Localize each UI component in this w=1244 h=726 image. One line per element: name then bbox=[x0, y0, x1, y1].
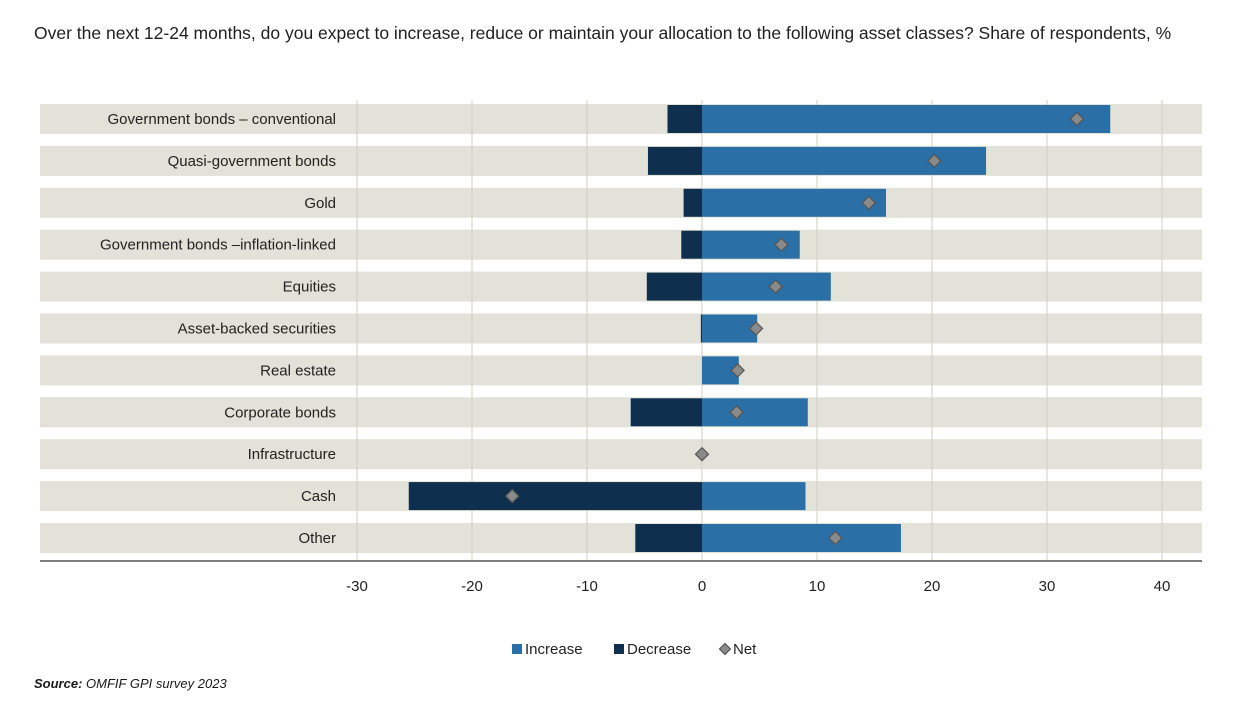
net-marker bbox=[694, 446, 710, 462]
source-note: Source: OMFIF GPI survey 2023 bbox=[34, 676, 227, 691]
row-background bbox=[40, 397, 1202, 428]
row-background bbox=[40, 313, 1202, 344]
category-label: Asset-backed securities bbox=[178, 321, 336, 338]
net-marker bbox=[774, 237, 789, 253]
net-markers bbox=[504, 111, 1085, 546]
x-tick-label: -30 bbox=[346, 578, 368, 595]
decrease-bar bbox=[681, 230, 702, 259]
chart-title: Over the next 12-24 months, do you expec… bbox=[34, 23, 1172, 43]
category-label: Government bonds – conventional bbox=[108, 111, 336, 128]
row-background bbox=[40, 187, 1202, 218]
net-marker bbox=[861, 195, 877, 211]
category-label: Infrastructure bbox=[248, 446, 336, 463]
x-tick-label: 30 bbox=[1039, 578, 1056, 595]
decrease-bar bbox=[408, 482, 702, 511]
legend-label-increase: Increase bbox=[525, 641, 583, 658]
category-label: Cash bbox=[301, 488, 336, 505]
category-label: Government bonds –inflation-linked bbox=[100, 237, 336, 254]
row-backgrounds bbox=[40, 104, 1202, 553]
row-background bbox=[40, 523, 1202, 553]
category-label: Equities bbox=[283, 279, 336, 296]
net-marker bbox=[828, 530, 843, 546]
decrease-bar bbox=[630, 398, 702, 427]
decrease-bar bbox=[635, 524, 702, 552]
category-label: Other bbox=[298, 530, 336, 547]
net-marker bbox=[504, 488, 520, 504]
increase-bar bbox=[702, 398, 808, 427]
decrease-bar bbox=[683, 188, 702, 217]
legend-label-decrease: Decrease bbox=[627, 641, 691, 658]
x-tick-label: -20 bbox=[461, 578, 483, 595]
x-tick-label: 20 bbox=[924, 578, 941, 595]
decrease-bar bbox=[700, 314, 702, 343]
row-background bbox=[40, 145, 1202, 176]
net-marker bbox=[768, 279, 783, 294]
net-marker bbox=[748, 321, 764, 336]
increase-bar bbox=[702, 524, 901, 552]
legend: Increase Decrease Net bbox=[512, 641, 757, 658]
increase-bar bbox=[702, 482, 806, 511]
category-label: Quasi-government bonds bbox=[168, 153, 336, 170]
source-text: OMFIF GPI survey 2023 bbox=[86, 676, 227, 691]
x-tick-label: -10 bbox=[576, 578, 598, 595]
increase-bar bbox=[702, 146, 987, 175]
category-label: Gold bbox=[304, 195, 336, 212]
increase-bar bbox=[702, 314, 758, 343]
category-labels: Government bonds – conventional Quasi-gov… bbox=[100, 111, 336, 547]
x-tick-label: 40 bbox=[1154, 578, 1171, 595]
diverging-bar-chart: Government bonds – conventional Quasi-gov… bbox=[40, 100, 1202, 658]
category-label: Real estate bbox=[260, 362, 336, 379]
row-background bbox=[40, 271, 1202, 302]
net-marker bbox=[926, 153, 942, 169]
decrease-bar bbox=[647, 146, 702, 175]
net-marker bbox=[729, 404, 744, 420]
increase-bar bbox=[702, 105, 1111, 133]
source-label: Source: bbox=[34, 676, 83, 691]
net-marker bbox=[730, 363, 745, 378]
legend-swatch-increase bbox=[512, 644, 522, 654]
decrease-bar bbox=[646, 272, 702, 301]
x-tick-label: 0 bbox=[698, 578, 706, 595]
category-label: Corporate bonds bbox=[224, 404, 336, 421]
legend-swatch-net bbox=[718, 642, 732, 656]
legend-label-net: Net bbox=[733, 641, 757, 658]
decrease-bar bbox=[667, 105, 702, 133]
bars bbox=[408, 105, 1111, 552]
row-background bbox=[40, 439, 1202, 470]
x-axis: -30 -20 -10 0 10 20 30 40 bbox=[40, 560, 1202, 595]
increase-bar bbox=[702, 188, 886, 217]
row-background bbox=[40, 355, 1202, 386]
legend-swatch-decrease bbox=[614, 644, 624, 654]
x-tick-label: 10 bbox=[809, 578, 826, 595]
net-marker bbox=[1069, 111, 1085, 127]
increase-bar bbox=[702, 272, 831, 301]
row-background bbox=[40, 229, 1202, 260]
